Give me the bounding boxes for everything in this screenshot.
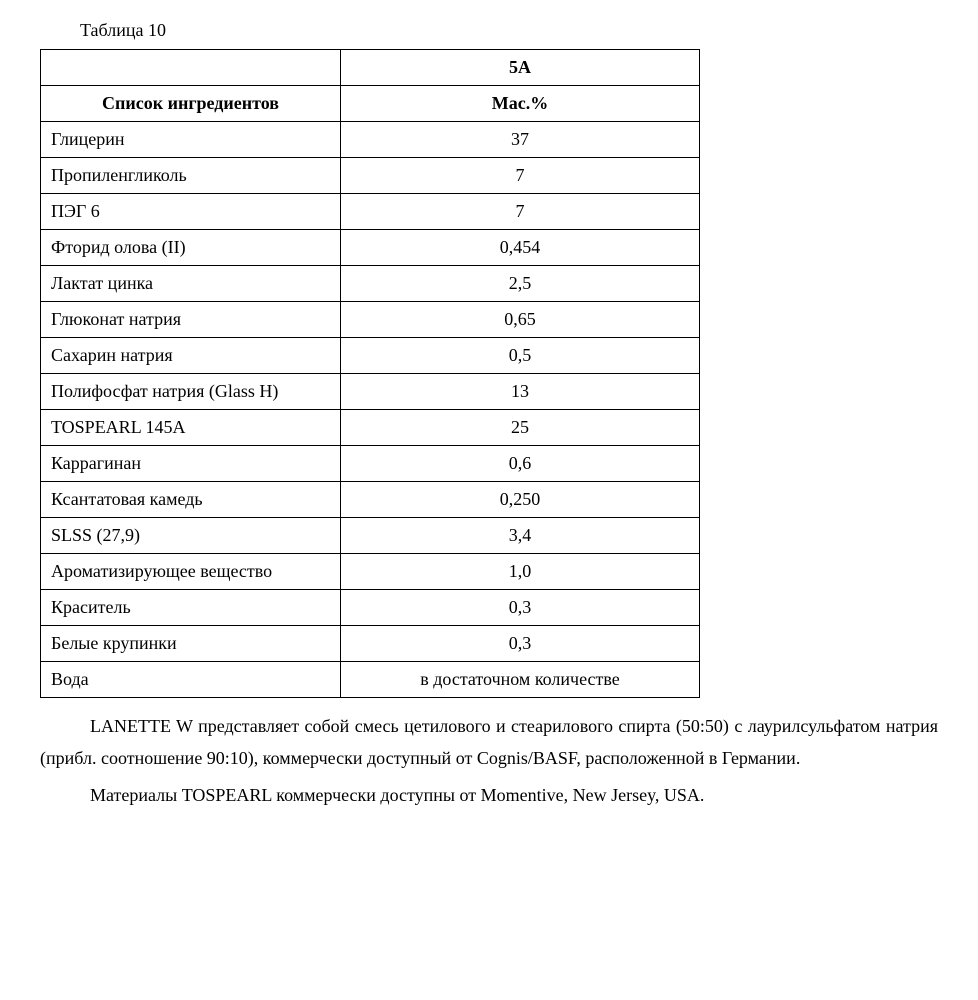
table-row: SLSS (27,9)3,4 [41,518,700,554]
value-cell: в достаточном количестве [341,662,700,698]
table-header-row: 5A [41,50,700,86]
table-row: Пропиленгликоль7 [41,158,700,194]
ingredient-cell: Пропиленгликоль [41,158,341,194]
value-cell: 0,3 [341,626,700,662]
table-row: TOSPEARL 145A25 [41,410,700,446]
value-cell: 0,5 [341,338,700,374]
ingredients-table: 5A Список ингредиентов Мас.% Глицерин37П… [40,49,700,698]
value-cell: 1,0 [341,554,700,590]
value-cell: 0,6 [341,446,700,482]
paragraph-text: Материалы TOSPEARL коммерчески доступны … [90,785,704,805]
table-row: Сахарин натрия0,5 [41,338,700,374]
ingredient-cell: Каррагинан [41,446,341,482]
value-cell: 7 [341,158,700,194]
value-cell: 13 [341,374,700,410]
value-cell: 0,250 [341,482,700,518]
table-row: Фторид олова (II)0,454 [41,230,700,266]
table-caption: Таблица 10 [80,20,938,41]
ingredient-cell: TOSPEARL 145A [41,410,341,446]
table-row: Краситель0,3 [41,590,700,626]
header-empty-cell [41,50,341,86]
value-cell: 0,65 [341,302,700,338]
ingredient-cell: Белые крупинки [41,626,341,662]
ingredient-cell: ПЭГ 6 [41,194,341,230]
value-cell: 2,5 [341,266,700,302]
table-row: Ароматизирующее вещество1,0 [41,554,700,590]
paragraphs-container: LANETTE W представляет собой смесь цетил… [40,710,938,811]
table-row: Лактат цинка2,5 [41,266,700,302]
ingredient-cell: Ароматизирующее вещество [41,554,341,590]
table-row: Водав достаточном количестве [41,662,700,698]
body-paragraph: Материалы TOSPEARL коммерчески доступны … [40,779,938,811]
ingredient-cell: Краситель [41,590,341,626]
ingredient-cell: Ксантатовая камедь [41,482,341,518]
ingredient-cell: Глицерин [41,122,341,158]
body-paragraph: LANETTE W представляет собой смесь цетил… [40,710,938,775]
value-cell: 37 [341,122,700,158]
value-cell: 0,3 [341,590,700,626]
value-cell: 3,4 [341,518,700,554]
subheader-ingredients-cell: Список ингредиентов [41,86,341,122]
ingredient-cell: Сахарин натрия [41,338,341,374]
value-cell: 0,454 [341,230,700,266]
subheader-mass-cell: Мас.% [341,86,700,122]
paragraph-text: LANETTE W представляет собой смесь цетил… [40,716,938,768]
ingredient-cell: Полифосфат натрия (Glass H) [41,374,341,410]
table-body: 5A Список ингредиентов Мас.% Глицерин37П… [41,50,700,698]
ingredient-cell: Вода [41,662,341,698]
table-subheader-row: Список ингредиентов Мас.% [41,86,700,122]
value-cell: 7 [341,194,700,230]
table-row: Глюконат натрия0,65 [41,302,700,338]
table-row: ПЭГ 67 [41,194,700,230]
table-row: Полифосфат натрия (Glass H)13 [41,374,700,410]
ingredient-cell: Глюконат натрия [41,302,341,338]
value-cell: 25 [341,410,700,446]
table-row: Глицерин37 [41,122,700,158]
table-row: Каррагинан0,6 [41,446,700,482]
table-row: Ксантатовая камедь0,250 [41,482,700,518]
table-row: Белые крупинки0,3 [41,626,700,662]
ingredient-cell: Лактат цинка [41,266,341,302]
ingredient-cell: SLSS (27,9) [41,518,341,554]
header-5a-cell: 5A [341,50,700,86]
ingredient-cell: Фторид олова (II) [41,230,341,266]
